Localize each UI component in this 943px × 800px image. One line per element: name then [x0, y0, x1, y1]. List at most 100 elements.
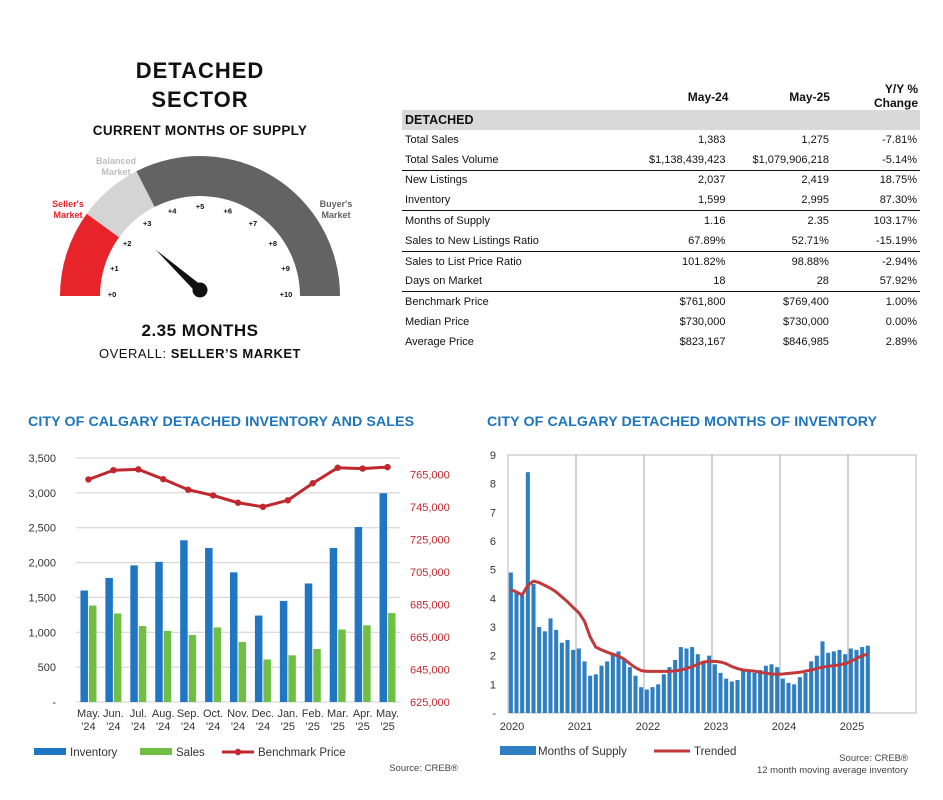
chart2-supply-bar	[639, 687, 644, 713]
months-inventory-chart: - 1 2 3 4 5 6 7 8 9 2020 2021 2022 2023 2024 2025 Months…	[490, 450, 917, 776]
chart2-supply-bar	[780, 678, 785, 713]
chart2-supply-bar	[508, 572, 513, 713]
stats-row-value: 1.00%	[831, 291, 920, 313]
chart2-y-tick-label: 7	[490, 507, 496, 519]
stats-row-value: $1,138,439,423	[649, 153, 726, 166]
stats-row-value: 1,383	[697, 133, 726, 146]
overall-value: SELLER’S MARKET	[170, 346, 301, 361]
chart2-supply-bar	[729, 681, 734, 713]
chart2-supply-bar	[673, 659, 678, 713]
chart2-supply-bar	[718, 672, 723, 713]
stats-row-value: 2.89%	[885, 335, 917, 348]
overall-market: OVERALL: SELLER’S MARKET	[60, 346, 340, 361]
chart2-supply-bar	[571, 649, 576, 713]
stats-row-value: $823,167	[679, 335, 726, 348]
chart1-sales-bar	[338, 629, 346, 702]
stats-row: Average Price $823,167 $846,985 2.89%	[402, 332, 920, 352]
stats-row-value: $730,000	[783, 316, 829, 329]
gauge-tick-label: +0	[108, 290, 117, 299]
chart2-supply-bar	[667, 667, 672, 713]
chart1-y2-tick-label: 745,000	[410, 502, 450, 514]
stats-row-label: Months of Supply	[402, 210, 613, 231]
stats-row: Median Price $730,000 $730,000 0.00%	[402, 312, 920, 332]
chart1-sales-bar	[213, 627, 222, 702]
chart1-sales-bar	[263, 659, 271, 702]
chart2-legend-trended: Trended	[694, 746, 736, 758]
gauge-tick-label: +4	[168, 206, 177, 215]
chart2-supply-bar	[786, 682, 791, 713]
stats-row-value: 1,275	[801, 133, 829, 146]
chart1-x-tick-label: '25	[306, 721, 320, 733]
chart1-x-tick-label: '25	[281, 721, 295, 733]
stats-row: Total Sales Volume $1,138,439,423 $1,079,9…	[402, 150, 920, 170]
chart1-x-tick-label: Jun.	[103, 708, 124, 720]
chart2-supply-bar	[769, 664, 774, 713]
chart2-supply-bar	[548, 618, 553, 713]
chart1-inventory-bar	[105, 577, 113, 702]
overall-prefix: OVERALL:	[98, 346, 167, 361]
chart2-supply-bar	[520, 595, 525, 713]
chart2-trended-line	[510, 579, 869, 676]
stats-row-value: 18	[713, 275, 726, 288]
chart1-x-tick-label: '24	[231, 721, 245, 733]
chart2-supply-bar	[803, 672, 808, 713]
stats-row-label: Total Sales Volume	[405, 153, 499, 166]
chart2-supply-bar	[661, 674, 666, 713]
chart2-supply-bar	[684, 648, 689, 713]
chart1-legend-benchmark-marker	[234, 748, 242, 756]
stats-row: Days on Market 18 28 57.92%	[402, 272, 920, 292]
chart1-benchmark-point	[110, 467, 117, 474]
chart2-supply-bar	[712, 664, 717, 713]
chart1-x-tick-label: Oct.	[203, 708, 223, 720]
chart1-legend-inventory: Inventory	[70, 747, 118, 759]
chart2-supply-bar	[735, 680, 740, 713]
chart2-supply-bar	[707, 655, 712, 713]
chart2-supply-bar	[820, 641, 825, 713]
chart1-y2-tick-label: 665,000	[410, 632, 450, 644]
chart1-y2-tick-label: 725,000	[410, 534, 450, 546]
chart2-supply-bar	[854, 649, 859, 713]
chart1-x-tick-label: '24	[106, 721, 120, 733]
chart1-inventory-bar	[254, 615, 263, 702]
stats-row: Sales to New Listings Ratio 67.89% 52.71% -…	[402, 231, 920, 251]
chart1-benchmark-point	[259, 503, 267, 510]
stats-row-value: 2,419	[728, 169, 832, 191]
gauge-subtitle: CURRENT MONTHS OF SUPPLY	[92, 123, 308, 138]
chart2-supply-bar	[690, 647, 695, 713]
gauge-needle-hub	[192, 282, 208, 298]
gauge-balanced-segment	[86, 171, 155, 238]
chart2-supply-bar	[650, 687, 655, 713]
stats-row-label: Benchmark Price	[402, 291, 613, 313]
chart2-x-tick-label: 2023	[704, 721, 728, 733]
chart1-sales-bar	[188, 635, 197, 702]
chart2-supply-bar	[752, 672, 757, 713]
chart2-supply-bar	[678, 647, 683, 713]
chart1-benchmark-point	[135, 466, 142, 473]
chart2-supply-bar	[605, 661, 610, 713]
stats-row-label: Days on Market	[405, 275, 483, 288]
chart2-supply-bar	[644, 689, 649, 713]
months-inventory-chart-title: CITY OF CALGARY DETACHED MONTHS OF INVEN…	[487, 414, 878, 430]
chart1-benchmark-point	[85, 476, 92, 483]
chart2-supply-bar	[656, 684, 661, 713]
stats-row-label: Inventory	[405, 194, 451, 207]
chart1-x-tick-label: Nov.	[227, 708, 249, 720]
gauge-sellers-label: Market	[53, 210, 82, 220]
inventory-sales-chart: - 500 1,000 1,500 2,000 2,500 3,000 3,500 625,00…	[28, 453, 458, 774]
chart2-supply-bar	[531, 584, 536, 713]
chart1-benchmark-point	[160, 475, 167, 483]
chart1-inventory-bar	[80, 590, 88, 702]
chart1-inventory-bar	[354, 527, 363, 702]
chart1-x-tick-label: May.	[77, 708, 100, 720]
chart2-supply-bar	[537, 627, 542, 713]
chart1-y2-tick-label: 705,000	[410, 567, 450, 579]
months-of-supply-gauge: +0+1+2+3+4 +5 +6+7+8+9+10Seller'sMarketBal…	[52, 156, 352, 299]
stats-row-value: $1,079,906,218	[752, 153, 829, 166]
chart1-inventory-bar	[304, 583, 313, 702]
chart1-inventory-bar	[230, 572, 238, 702]
chart2-supply-bar	[741, 670, 746, 713]
chart2-supply-bar	[593, 674, 598, 713]
chart2-y-tick-label: 2	[490, 651, 496, 663]
chart1-inventory-bar	[329, 547, 338, 702]
chart1-x-tick-label: '24	[206, 721, 220, 733]
